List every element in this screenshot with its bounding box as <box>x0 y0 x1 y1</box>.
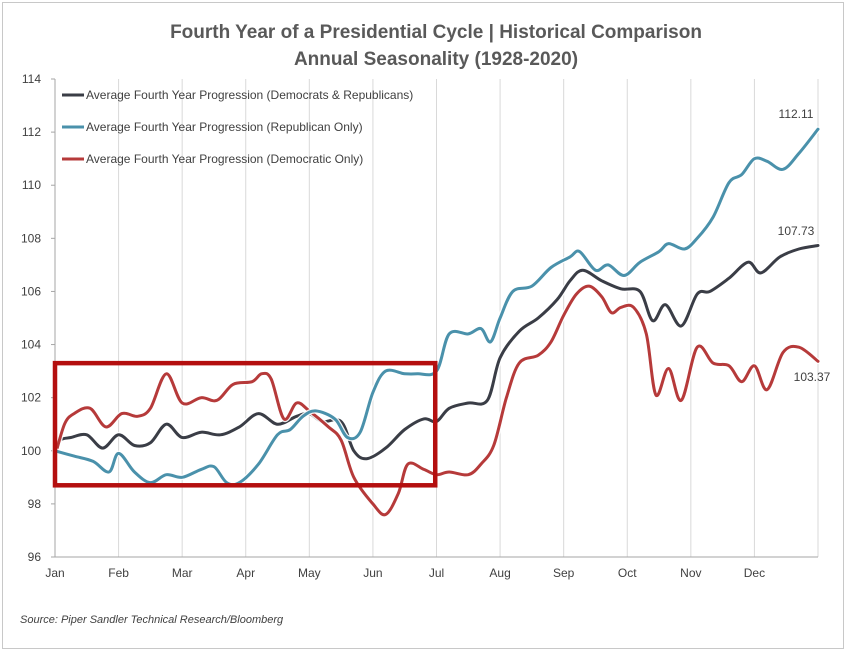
highlight-box-layer <box>52 360 438 488</box>
x-tick-label: Apr <box>236 566 255 580</box>
x-tick-label: Jul <box>429 566 444 580</box>
series-line-1 <box>53 244 820 461</box>
x-tick-label: Nov <box>680 566 701 580</box>
end-labels: 112.11 107.73 103.37 <box>778 107 831 384</box>
y-tick-label: 106 <box>21 284 41 298</box>
legend-label: Average Fourth Year Progression (Democra… <box>86 152 363 166</box>
y-tick-label: 108 <box>21 231 41 245</box>
y-tick-label: 114 <box>22 72 41 86</box>
series-line-2 <box>53 127 820 487</box>
x-tick-label: Mar <box>172 566 193 580</box>
source-note: Source: Piper Sandler Technical Research… <box>20 614 284 626</box>
highlight-box <box>52 360 438 488</box>
y-tick-label: 100 <box>21 444 41 458</box>
series-line-3 <box>53 284 820 517</box>
end-value-label: 103.37 <box>794 370 831 384</box>
chart-title: Fourth Year of a Presidential Cycle | Hi… <box>170 22 702 43</box>
y-tick-label: 104 <box>21 338 41 352</box>
x-tick-label: May <box>298 566 321 580</box>
x-tick-label: Sep <box>553 566 575 580</box>
x-tick-label: Jan <box>45 566 64 580</box>
series-layer <box>52 126 821 518</box>
chart-subtitle: Annual Seasonality (1928-2020) <box>294 49 578 70</box>
x-tick-label: Feb <box>108 566 129 580</box>
legend-label: Average Fourth Year Progression (Republi… <box>86 120 363 134</box>
y-tick-label: 96 <box>28 550 42 564</box>
y-tick-label: 110 <box>22 178 41 192</box>
x-tick-label: Aug <box>489 566 510 580</box>
y-tick-label: 112 <box>22 125 41 139</box>
end-value-label: 112.11 <box>779 107 814 121</box>
y-tick-label: 102 <box>21 391 41 405</box>
x-tick-label: Dec <box>744 566 765 580</box>
axes: 96 98 100 102 104 106 108 110 112 114 Jan Feb Mar Apr… <box>21 72 818 580</box>
legend: Average Fourth Year Progression (Democra… <box>62 88 413 166</box>
end-value-label: 107.73 <box>778 224 815 238</box>
x-tick-label: Jun <box>363 566 382 580</box>
legend-label: Average Fourth Year Progression (Democra… <box>86 88 413 102</box>
x-tick-label: Oct <box>618 566 637 580</box>
y-tick-label: 98 <box>28 497 42 511</box>
